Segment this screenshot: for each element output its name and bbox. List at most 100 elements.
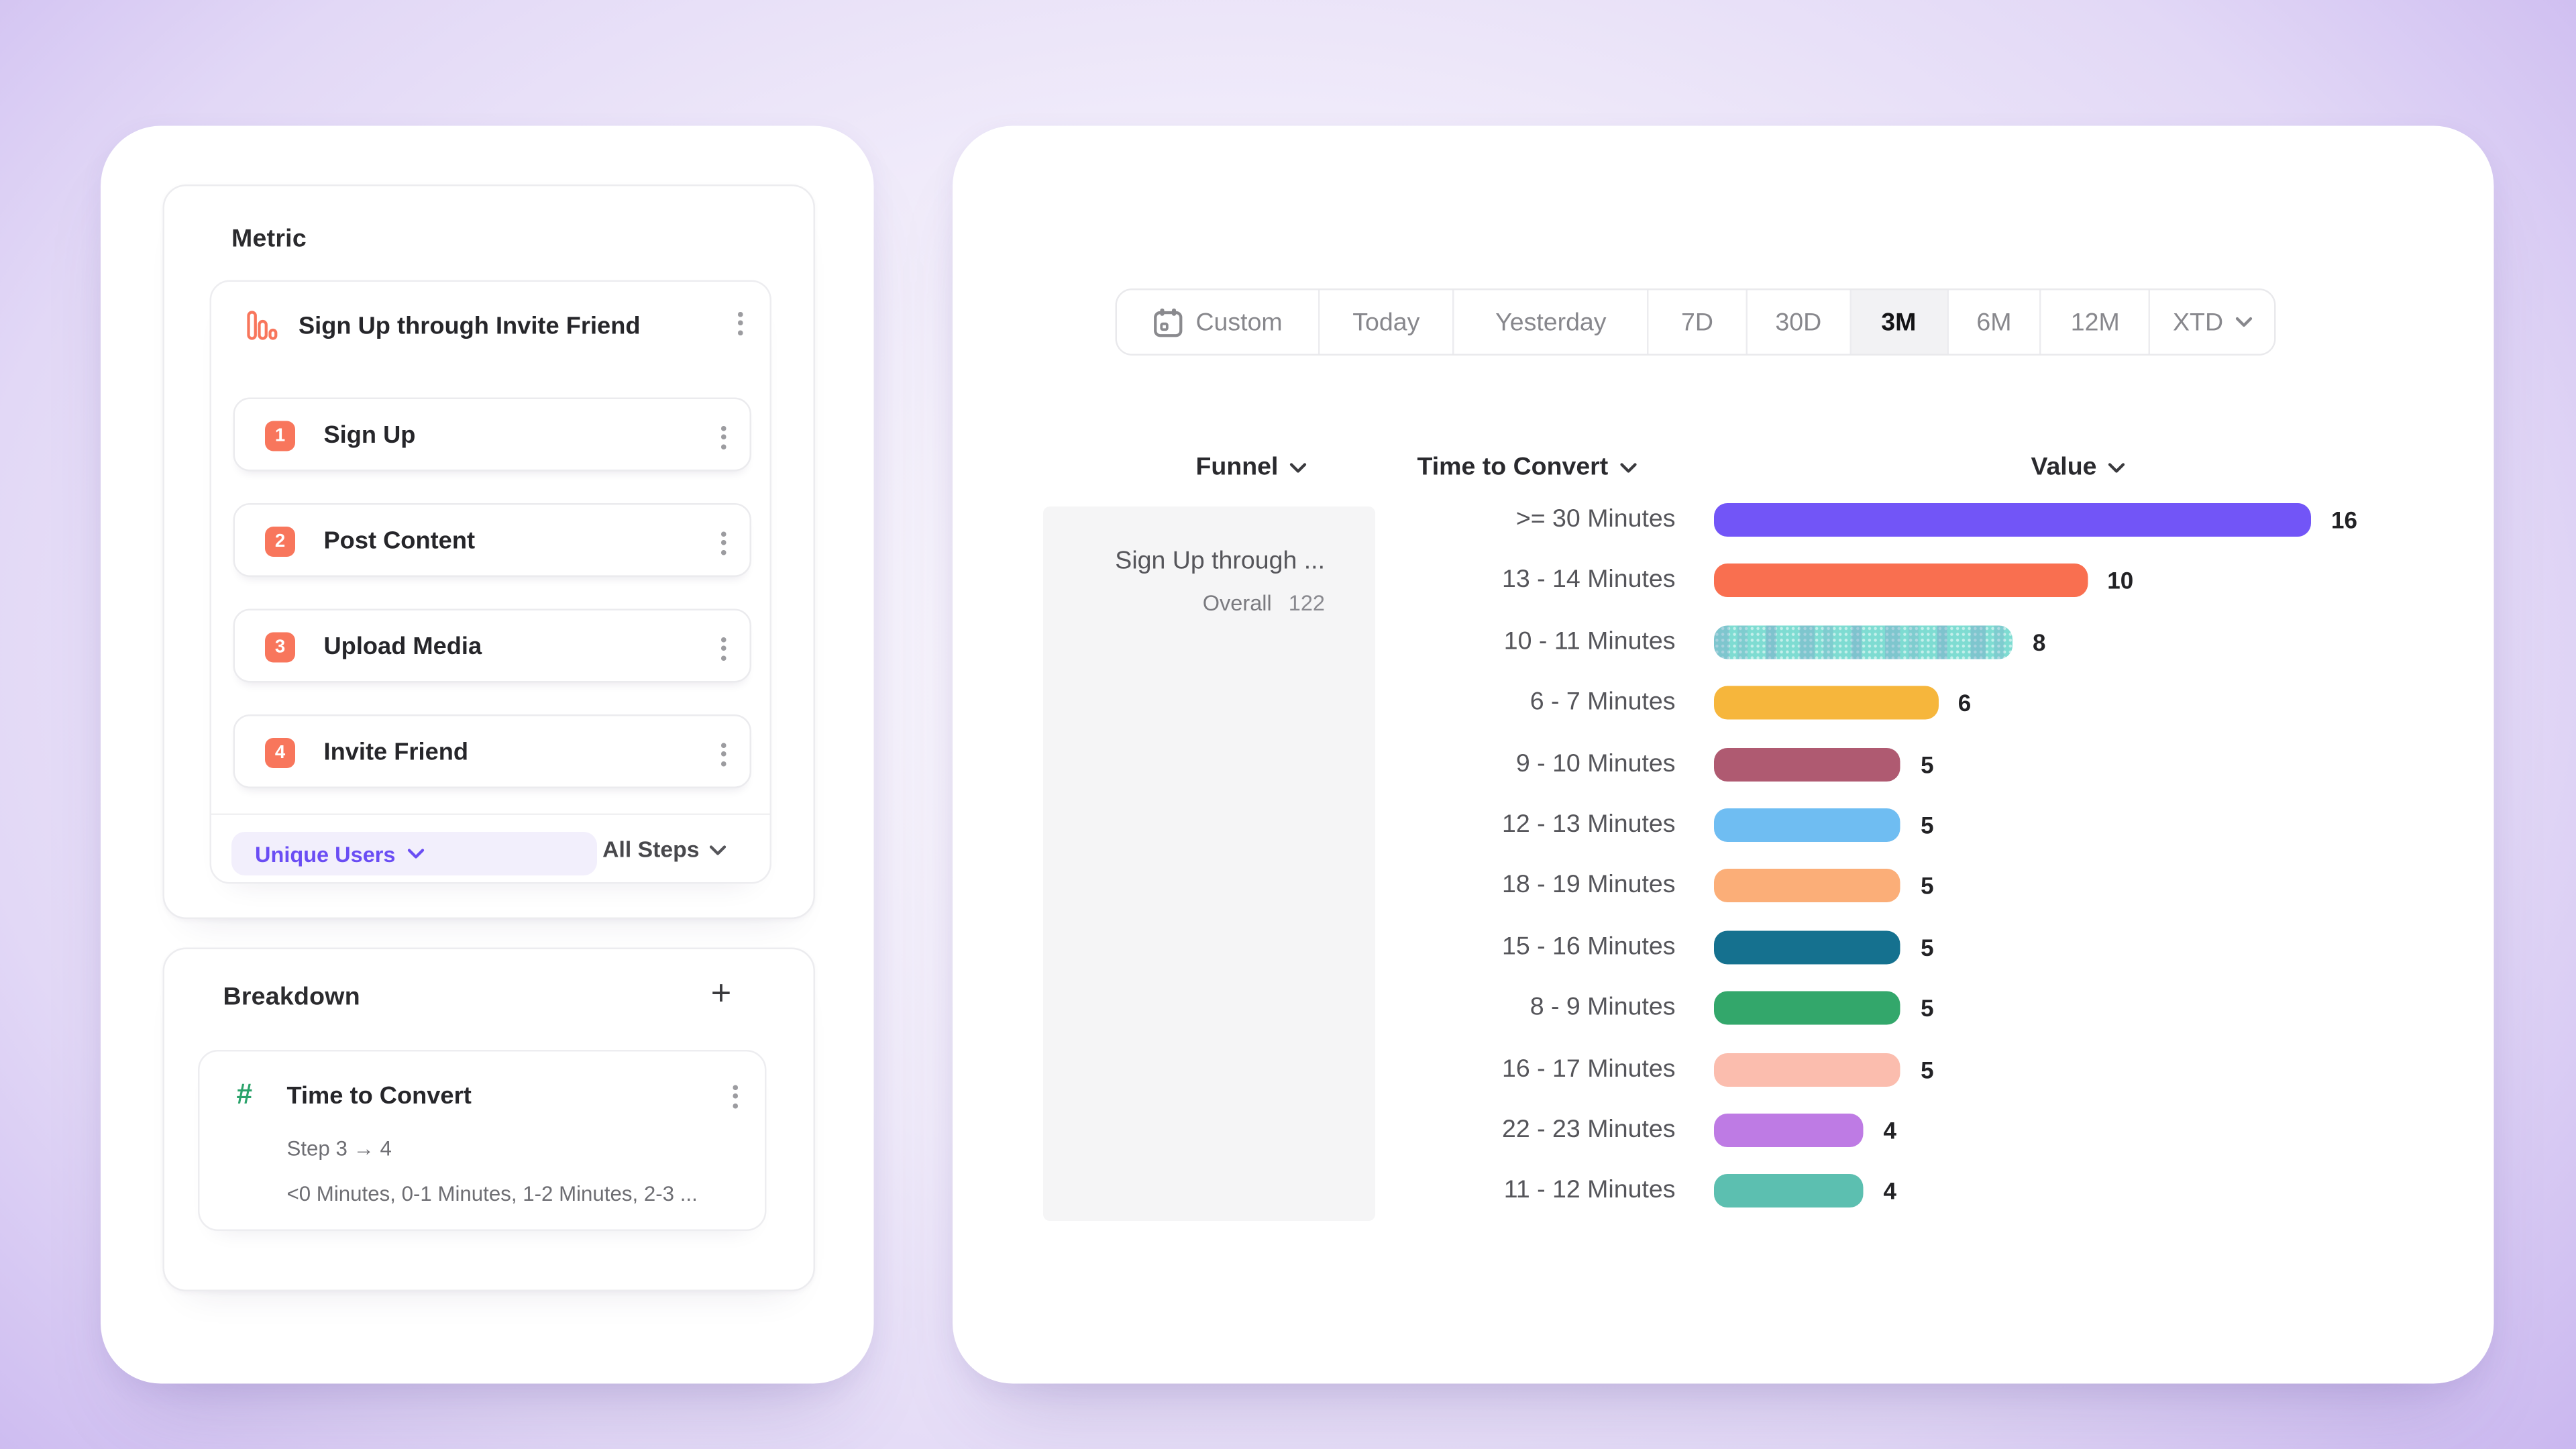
range-option-3m[interactable]: 3M — [1851, 290, 1948, 354]
chart-row: 11 - 12 Minutes 4 — [953, 1174, 2494, 1208]
chart-row: 15 - 16 Minutes 5 — [953, 930, 2494, 964]
steps-filter-label: All Steps — [602, 837, 700, 863]
chevron-down-icon — [709, 845, 727, 855]
bar-category-label: 10 - 11 Minutes — [1503, 627, 1676, 655]
bar-value: 5 — [1921, 750, 1934, 777]
kebab-menu-icon[interactable] — [721, 743, 727, 766]
kebab-menu-icon[interactable] — [733, 1085, 738, 1108]
funnel-cell-name: Sign Up through ... — [1115, 547, 1325, 576]
range-option-6m[interactable]: 6M — [1947, 290, 2042, 354]
bar-category-label: 13 - 14 Minutes — [1502, 566, 1676, 594]
bar-value: 16 — [2331, 506, 2357, 533]
step-label: Post Content — [323, 528, 476, 555]
bar-category-label: >= 30 Minutes — [1515, 504, 1676, 534]
bar-category-label: 12 - 13 Minutes — [1502, 810, 1676, 839]
funnel-step-row-3[interactable]: 3 Upload Media — [233, 608, 751, 683]
range-option-custom[interactable]: Custom — [1117, 290, 1320, 354]
range-option-today[interactable]: Today — [1319, 290, 1455, 354]
step-number-badge: 3 — [265, 632, 295, 663]
bar-category-label: 15 - 16 Minutes — [1502, 932, 1676, 961]
bar-0[interactable] — [1714, 503, 2311, 537]
chevron-down-icon — [1290, 462, 1307, 472]
value-column-header[interactable]: Value — [2031, 453, 2126, 482]
divider — [211, 813, 770, 815]
bar-value: 5 — [1921, 994, 1934, 1022]
chart-row: 16 - 17 Minutes 5 — [953, 1052, 2494, 1086]
bar-value: 5 — [1921, 1055, 1934, 1083]
kebab-menu-icon[interactable] — [721, 637, 727, 660]
bar-6[interactable] — [1714, 869, 1901, 903]
range-option-xtd[interactable]: XTD — [2150, 290, 2274, 354]
breakdown-property-card[interactable]: # Time to Convert Step 3 → 4 <0 Minutes,… — [198, 1050, 767, 1231]
measurement-dropdown-label: Unique Users — [255, 841, 396, 867]
breakdown-panel: Breakdown + # Time to Convert Step 3 → 4… — [162, 947, 815, 1291]
step-label: Invite Friend — [323, 739, 469, 767]
breakdown-buckets-preview: <0 Minutes, 0-1 Minutes, 1-2 Minutes, 2-… — [286, 1182, 698, 1206]
funnel-footer: Unique Users All Steps — [211, 815, 770, 882]
bar-value: 4 — [1883, 1177, 1896, 1205]
add-breakdown-button[interactable]: + — [703, 975, 740, 1013]
chart-row: 22 - 23 Minutes 4 — [953, 1114, 2494, 1147]
breakdown-column-header[interactable]: Time to Convert — [1417, 453, 1637, 482]
bar-category-label: 6 - 7 Minutes — [1529, 688, 1676, 716]
date-range-selector: Custom Today Yesterday 7D 30D 3M 6M 12M XTD — [1115, 288, 2276, 356]
steps-filter-dropdown[interactable]: All Steps — [602, 837, 727, 863]
step-number-badge: 4 — [265, 738, 295, 768]
bar-10[interactable] — [1714, 1114, 1864, 1147]
bar-11[interactable] — [1714, 1174, 1864, 1208]
range-option-12m[interactable]: 12M — [2041, 290, 2151, 354]
funnel-title-row[interactable]: Sign Up through Invite Friend — [211, 282, 770, 369]
range-option-30d[interactable]: 30D — [1747, 290, 1851, 354]
chart-row: 10 - 11 Minutes 8 — [953, 625, 2494, 659]
bar-1[interactable] — [1714, 564, 2088, 598]
report-panel: Custom Today Yesterday 7D 30D 3M 6M 12M XTD Funn… — [953, 125, 2494, 1384]
breakdown-bar-chart: >= 30 Minutes 16 13 - 14 Minutes 10 10 - 11 … — [953, 126, 2494, 1384]
chart-row: 18 - 19 Minutes 5 — [953, 869, 2494, 903]
kebab-menu-icon[interactable] — [721, 531, 727, 555]
funnel-metric-icon — [247, 311, 279, 351]
bar-value: 10 — [2107, 567, 2134, 594]
bar-category-label: 8 - 9 Minutes — [1529, 993, 1676, 1022]
bar-5[interactable] — [1714, 808, 1901, 842]
funnel-cell[interactable]: Sign Up through ... Overall 122 — [1043, 506, 1375, 1221]
bar-2[interactable] — [1714, 625, 2012, 659]
funnel-step-row-4[interactable]: 4 Invite Friend — [233, 714, 751, 788]
bar-7[interactable] — [1714, 930, 1901, 964]
bar-category-label: 16 - 17 Minutes — [1502, 1054, 1676, 1083]
step-label: Sign Up — [323, 423, 416, 449]
measurement-dropdown[interactable]: Unique Users — [231, 832, 597, 875]
chart-row: 12 - 13 Minutes 5 — [953, 808, 2494, 842]
chart-row: 13 - 14 Minutes 10 — [953, 564, 2494, 598]
chart-row: 9 - 10 Minutes 5 — [953, 747, 2494, 781]
number-property-icon: # — [236, 1078, 253, 1111]
range-option-7d[interactable]: 7D — [1648, 290, 1748, 354]
bar-9[interactable] — [1714, 1052, 1901, 1086]
bar-value: 6 — [1957, 689, 1972, 716]
metric-panel-title: Metric — [231, 225, 307, 254]
chart-row: 6 - 7 Minutes 6 — [953, 686, 2494, 720]
bar-3[interactable] — [1714, 686, 1938, 720]
chevron-down-icon — [2235, 317, 2252, 327]
bar-category-label: 18 - 19 Minutes — [1502, 871, 1676, 900]
kebab-menu-icon[interactable] — [721, 426, 727, 449]
funnel-column-header[interactable]: Funnel — [1196, 453, 1307, 482]
chart-row: >= 30 Minutes 16 — [953, 503, 2494, 537]
bar-category-label: 22 - 23 Minutes — [1502, 1115, 1676, 1144]
funnel-step-row-2[interactable]: 2 Post Content — [233, 503, 751, 577]
range-option-yesterday[interactable]: Yesterday — [1454, 290, 1649, 354]
breakdown-panel-title: Breakdown — [223, 983, 360, 1012]
funnel-steps-list: 1 Sign Up 2 Post Content 3 Upload Media 4 Invit… — [233, 397, 751, 820]
chevron-down-icon — [407, 849, 424, 859]
metric-panel: Metric Sign Up through Invite Friend 1 Si… — [162, 184, 815, 919]
bar-value: 5 — [1921, 812, 1934, 839]
funnel-definition-card: Sign Up through Invite Friend 1 Sign Up 2 P… — [209, 280, 771, 884]
bar-category-label: 9 - 10 Minutes — [1515, 749, 1676, 777]
step-label: Upload Media — [323, 634, 482, 661]
bar-8[interactable] — [1714, 991, 1901, 1025]
kebab-menu-icon[interactable] — [738, 312, 743, 335]
chevron-down-icon — [1620, 462, 1637, 472]
query-builder-panel: Metric Sign Up through Invite Friend 1 Si… — [101, 125, 874, 1384]
bar-4[interactable] — [1714, 747, 1901, 781]
funnel-step-row-1[interactable]: 1 Sign Up — [233, 397, 751, 472]
